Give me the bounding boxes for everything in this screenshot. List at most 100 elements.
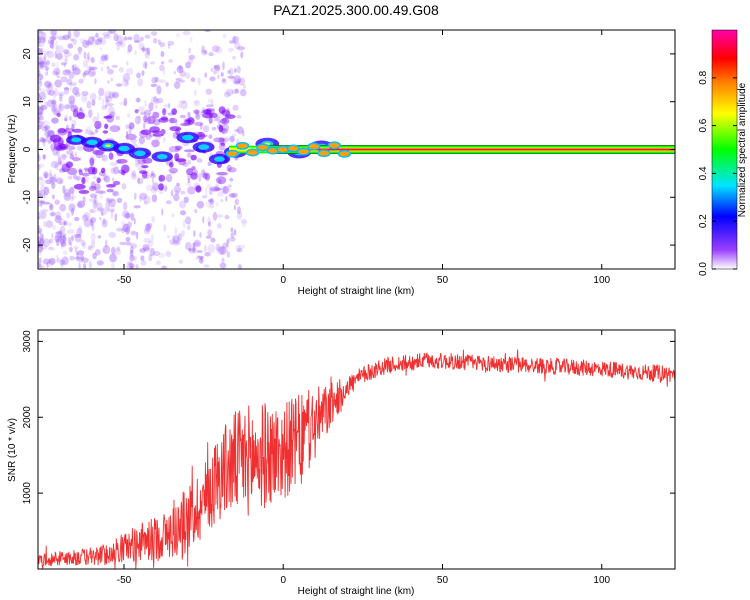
speckle-strong (67, 146, 76, 150)
speckle (56, 258, 62, 263)
speckle (55, 177, 64, 185)
speckle (56, 52, 63, 61)
speckle (193, 239, 201, 248)
speckle (44, 173, 48, 179)
speckle (217, 64, 220, 73)
speckle (143, 237, 152, 244)
speckle (38, 243, 44, 253)
y-tick-label: 1000 (22, 482, 33, 505)
speckle (126, 67, 134, 76)
speckle (49, 40, 55, 44)
speckle-strong (168, 145, 181, 153)
speckle (51, 106, 56, 112)
speckle-strong (109, 125, 121, 133)
speckle (79, 37, 85, 44)
speckle (47, 246, 55, 251)
speckle (222, 122, 226, 127)
speckle (108, 91, 115, 99)
speckle (135, 264, 139, 269)
speckle (41, 201, 45, 205)
speckle (63, 63, 67, 68)
speckle (136, 72, 141, 79)
feature-core (156, 154, 168, 160)
speckle (202, 170, 206, 176)
speckle (142, 244, 150, 251)
speckle (85, 128, 88, 134)
speckle-strong (209, 186, 220, 192)
speckle (39, 264, 42, 269)
speckle (142, 46, 145, 53)
speckle (47, 259, 54, 268)
speckle (92, 201, 98, 209)
speckle (122, 210, 130, 219)
speckle-strong (185, 119, 192, 123)
speckle (159, 64, 165, 71)
speckle (69, 255, 75, 261)
y-tick-label: -20 (22, 237, 33, 252)
speckle (90, 131, 96, 136)
speckle (184, 72, 191, 79)
speckle (234, 68, 237, 73)
speckle (242, 84, 246, 89)
speckle (226, 70, 231, 74)
speckle (188, 247, 192, 252)
speckle (122, 73, 131, 82)
colorbar-tick-label: 0.8 (698, 70, 709, 84)
speckle (63, 220, 66, 226)
speckle (38, 120, 46, 127)
speckle (54, 87, 58, 97)
x-tick-label: 100 (593, 575, 610, 586)
speckle (182, 30, 191, 36)
speckle (196, 158, 203, 163)
speckle (103, 175, 111, 183)
speckle (39, 97, 42, 105)
speckle (38, 245, 43, 253)
speckle (39, 115, 45, 121)
speckle (76, 145, 84, 151)
speckle (217, 74, 220, 79)
colorbar-tick-label: 0.6 (698, 118, 709, 132)
speckle (89, 209, 97, 214)
speckle (141, 70, 145, 76)
colorbar-tick-label: 0.0 (698, 262, 709, 276)
speckle (116, 246, 120, 252)
speckle-strong (50, 134, 62, 143)
speckle (57, 35, 66, 41)
speckle (122, 78, 129, 88)
speckle (41, 264, 46, 269)
speckle (90, 92, 97, 102)
speckle (208, 52, 214, 57)
speckle (40, 31, 46, 38)
carrier-wobble (337, 149, 352, 158)
speckle (140, 255, 145, 261)
speckle (41, 138, 47, 142)
speckle (194, 89, 197, 96)
speckle (57, 156, 62, 165)
speckle-strong (218, 106, 226, 114)
speckle (172, 240, 181, 246)
speckle (207, 161, 212, 167)
speckle (38, 163, 41, 171)
speckle (187, 178, 190, 184)
speckle-strong (158, 183, 165, 191)
speckle (135, 97, 141, 103)
speckle (227, 75, 235, 79)
speckle-strong (78, 189, 90, 194)
speckle (52, 98, 56, 108)
speckle (90, 71, 97, 76)
speckle (178, 259, 183, 264)
speckle (59, 203, 67, 212)
speckle (232, 55, 236, 60)
speckle (205, 88, 213, 95)
speckle-strong (89, 157, 95, 167)
speckle (115, 41, 123, 47)
feature-core (198, 144, 210, 150)
speckle (237, 248, 243, 253)
speckle (39, 237, 45, 246)
speckle (242, 130, 245, 137)
speckle (151, 76, 158, 84)
carrier-wobble (327, 141, 341, 150)
x-tick-label: 100 (593, 275, 610, 286)
speckle (44, 129, 51, 138)
speckle (38, 124, 42, 131)
